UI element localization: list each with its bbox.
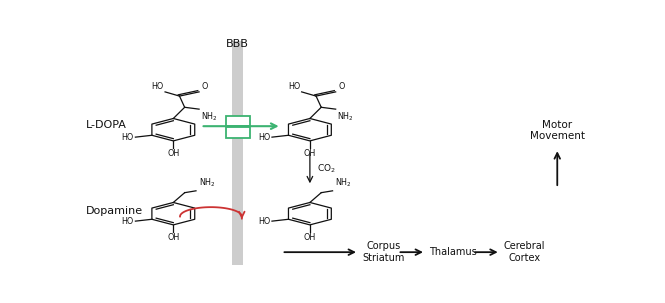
- Text: O: O: [338, 82, 344, 91]
- Text: NH$_2$: NH$_2$: [199, 176, 215, 189]
- Text: OH: OH: [304, 149, 316, 158]
- Text: OH: OH: [304, 233, 316, 242]
- Text: HO: HO: [122, 133, 134, 142]
- Text: CO$_2$: CO$_2$: [317, 162, 335, 175]
- Text: L-DOPA: L-DOPA: [86, 120, 126, 130]
- Text: HO: HO: [288, 82, 300, 91]
- Text: HO: HO: [258, 217, 271, 226]
- Text: Cerebral
Cortex: Cerebral Cortex: [503, 241, 545, 263]
- Text: NH$_2$: NH$_2$: [201, 110, 217, 123]
- Text: NH$_2$: NH$_2$: [337, 110, 354, 123]
- Text: Motor
Movement: Motor Movement: [530, 120, 585, 141]
- Bar: [226, 116, 249, 126]
- Text: Thalamus: Thalamus: [430, 247, 477, 257]
- Text: HO: HO: [258, 133, 271, 142]
- Text: BBB: BBB: [226, 39, 249, 49]
- Bar: [226, 127, 249, 138]
- Text: OH: OH: [167, 149, 180, 158]
- Text: Dopamine: Dopamine: [86, 206, 143, 216]
- Text: Corpus
Striatum: Corpus Striatum: [362, 241, 405, 263]
- Text: NH$_2$: NH$_2$: [335, 176, 352, 189]
- Text: HO: HO: [122, 217, 134, 226]
- Text: HO: HO: [151, 82, 164, 91]
- Bar: [232, 41, 243, 265]
- Text: O: O: [201, 82, 208, 91]
- Text: OH: OH: [167, 233, 180, 242]
